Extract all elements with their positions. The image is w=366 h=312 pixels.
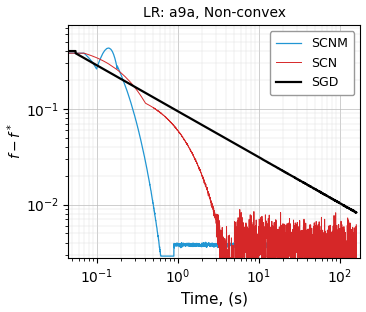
Line: SCN: SCN [68, 53, 356, 258]
SCN [354, 223, 358, 227]
SGD [70, 49, 75, 53]
SGD [346, 206, 350, 210]
SCNM [116, 67, 121, 71]
SCNM [159, 254, 163, 258]
SGD [346, 206, 350, 210]
SCN [177, 130, 181, 134]
Line: SGD: SGD [68, 51, 356, 212]
SGD [81, 56, 86, 60]
SGD [293, 176, 298, 180]
SCN [99, 58, 104, 62]
SGD [206, 127, 211, 130]
SCN [218, 256, 222, 260]
SCNM [189, 243, 194, 246]
Line: SCNM: SCNM [68, 48, 356, 256]
SCNM [349, 243, 353, 246]
SCN [116, 69, 121, 73]
SGD [66, 49, 71, 53]
SCN [318, 224, 322, 228]
SGD [354, 211, 358, 214]
SGD [199, 123, 203, 126]
SCN [349, 256, 353, 260]
SCN [75, 51, 79, 55]
Y-axis label: $f - f^*$: $f - f^*$ [5, 123, 24, 159]
X-axis label: Time, (s): Time, (s) [181, 291, 248, 306]
SGD [354, 211, 358, 214]
SCNM [66, 51, 71, 55]
SCNM [106, 46, 111, 50]
SCNM [354, 243, 358, 246]
SCN [66, 51, 71, 55]
SCNM [177, 243, 181, 247]
SCNM [318, 244, 322, 248]
Legend: SCNM, SCN, SGD: SCNM, SCN, SGD [270, 31, 354, 95]
SCNM [99, 55, 104, 58]
Title: LR: a9a, Non-convex: LR: a9a, Non-convex [143, 6, 286, 20]
SCN [189, 149, 194, 153]
